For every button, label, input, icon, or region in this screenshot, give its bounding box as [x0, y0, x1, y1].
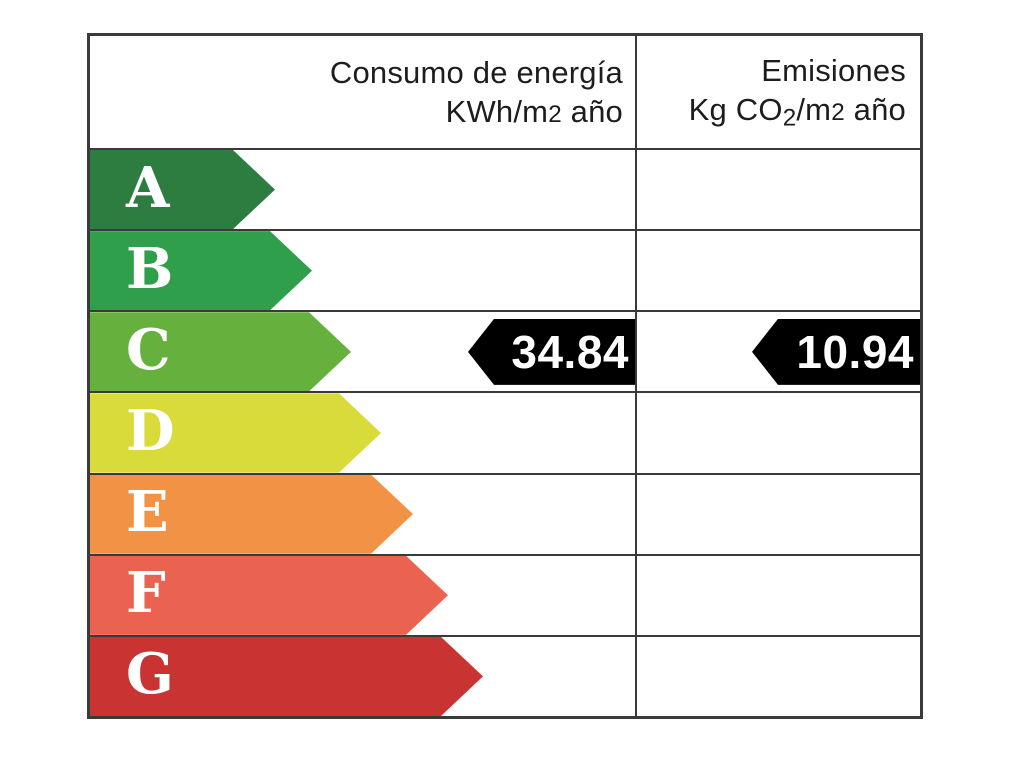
rating-arrow-e: E — [90, 475, 413, 554]
rating-letter-g: G — [126, 641, 174, 708]
consumption-unit-prefix: KWh/m — [445, 94, 549, 129]
consumption-column-header: Consumo de energía KWh/m2 año — [90, 36, 635, 148]
consumption-cell-a: A — [90, 150, 635, 229]
emissions-header-line1: Emisiones — [761, 52, 906, 88]
consumption-header-line1: Consumo de energía — [329, 54, 623, 90]
emissions-value-arrow: 10.94 — [752, 318, 920, 385]
emissions-unit-squared-digit: 2 — [831, 98, 845, 126]
emissions-cell-e — [635, 474, 920, 554]
consumption-value-arrow: 34.84 — [468, 318, 635, 385]
rating-rows: A B C 34.84 10.94 — [90, 148, 920, 716]
consumption-value: 34.84 — [511, 325, 629, 378]
emissions-cell-c: 10.94 — [635, 312, 920, 392]
rating-row-g: G — [90, 634, 920, 716]
consumption-cell-f: F — [90, 556, 635, 635]
emissions-cell-b — [635, 231, 920, 311]
rating-row-b: B — [90, 229, 920, 311]
emissions-unit-sub-digit: 2 — [782, 103, 797, 131]
rating-letter-d: D — [126, 397, 175, 464]
rating-letter-e: E — [126, 479, 169, 546]
consumption-unit-squared-digit: 2 — [548, 101, 562, 128]
rating-letter-c: C — [126, 316, 171, 383]
emissions-column-header: Emisiones Kg CO2/m2 año — [635, 36, 920, 148]
rating-arrow-g: G — [90, 637, 483, 716]
consumption-cell-e: E — [90, 475, 635, 554]
consumption-unit-suffix: año — [561, 94, 623, 129]
rating-arrow-f: F — [90, 556, 448, 635]
rating-row-d: D — [90, 391, 920, 473]
emissions-cell-a — [635, 150, 920, 230]
rating-letter-a: A — [126, 154, 170, 221]
consumption-header-unit: KWh/m2 año — [90, 92, 623, 131]
emissions-unit-prefix: Kg CO — [688, 91, 783, 127]
emissions-cell-g — [635, 636, 920, 716]
consumption-cell-d: D — [90, 393, 635, 472]
rating-arrow-c: C — [90, 312, 351, 391]
consumption-cell-c: C 34.84 — [90, 312, 635, 391]
rating-row-a: A — [90, 148, 920, 230]
table-header-row: Consumo de energía KWh/m2 año Emisiones … — [90, 36, 920, 148]
emissions-unit-mid: /m — [796, 91, 832, 127]
consumption-cell-b: B — [90, 231, 635, 310]
emissions-cell-d — [635, 393, 920, 473]
rating-arrow-b: B — [90, 231, 312, 310]
rating-row-c: C 34.84 10.94 — [90, 310, 920, 392]
rating-letter-f: F — [126, 560, 166, 627]
energy-certificate-table: Consumo de energía KWh/m2 año Emisiones … — [87, 33, 923, 719]
rating-letter-b: B — [126, 235, 174, 302]
emissions-cell-f — [635, 555, 920, 635]
emissions-unit-suffix: año — [844, 91, 906, 127]
emissions-value: 10.94 — [796, 325, 914, 378]
rating-row-f: F — [90, 553, 920, 635]
emissions-header-unit: Kg CO2/m2 año — [637, 90, 906, 134]
rating-row-e: E — [90, 472, 920, 554]
consumption-cell-g: G — [90, 637, 635, 716]
rating-arrow-a: A — [90, 150, 275, 229]
rating-arrow-d: D — [90, 393, 381, 472]
